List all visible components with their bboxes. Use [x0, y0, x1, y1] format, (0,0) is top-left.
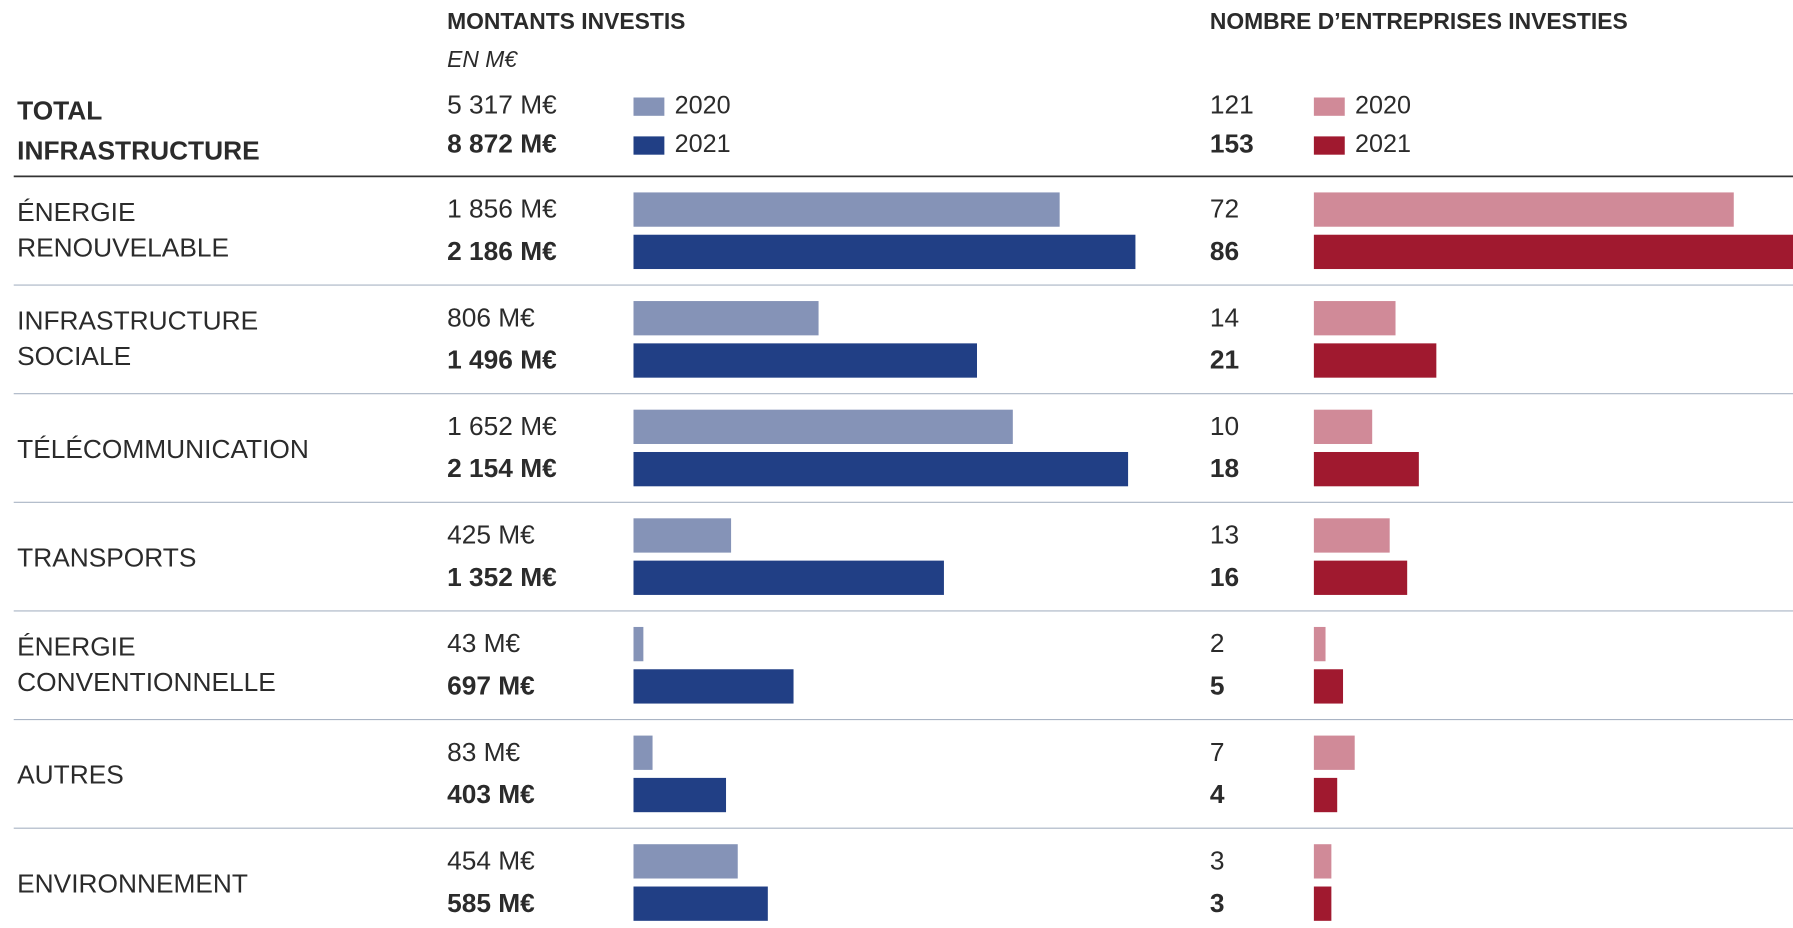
- value-label: 1 352 M€: [447, 562, 557, 592]
- legend-swatch: [1313, 97, 1345, 116]
- value-label: 72: [1210, 194, 1239, 224]
- row-header: TOTAL: [17, 95, 102, 125]
- value-label: 83 M€: [447, 737, 520, 767]
- bar: [633, 777, 727, 813]
- value-label: 4: [1210, 779, 1225, 809]
- value-label: 454 M€: [447, 845, 535, 875]
- value-label: 2 186 M€: [447, 236, 557, 266]
- bar: [1313, 518, 1390, 553]
- bar: [633, 669, 794, 704]
- bar: [633, 886, 768, 921]
- bar: [633, 409, 1013, 444]
- bar: [1313, 735, 1355, 770]
- legend-label: 2020: [1355, 91, 1411, 119]
- bar: [633, 735, 653, 770]
- value-label: 3: [1210, 845, 1225, 875]
- bar: [633, 626, 644, 662]
- category-label: SOCIALE: [17, 341, 131, 371]
- value-label: 10: [1210, 411, 1239, 441]
- value-label: 697 M€: [447, 671, 535, 701]
- value-label: 18: [1210, 453, 1239, 483]
- value-label: 425 M€: [447, 520, 535, 550]
- category-label: AUTRES: [17, 760, 124, 790]
- chart-title: NOMBRE D’ENTREPRISES INVESTIES: [1210, 8, 1628, 34]
- bar: [1313, 301, 1396, 336]
- bar: [1313, 560, 1408, 595]
- category-label: RENOUVELABLE: [17, 233, 229, 263]
- bar: [633, 451, 1129, 487]
- bar: [1313, 886, 1332, 921]
- category-label: ÉNERGIE: [17, 197, 135, 227]
- value-label: 21: [1210, 345, 1239, 375]
- bar: [1313, 409, 1373, 444]
- value-label: 3: [1210, 888, 1225, 918]
- chart-title: MONTANTS INVESTIS: [447, 8, 685, 34]
- row-header: INFRASTRUCTURE: [17, 135, 260, 165]
- total-label: 5 317 M€: [447, 90, 557, 120]
- category-label: ENVIRONNEMENT: [17, 868, 248, 898]
- value-label: 1 652 M€: [447, 411, 557, 441]
- bar: [633, 844, 738, 879]
- value-label: 16: [1210, 562, 1239, 592]
- bar: [633, 234, 1136, 270]
- bar: [1313, 844, 1332, 879]
- value-label: 14: [1210, 302, 1239, 332]
- legend-swatch: [1313, 136, 1345, 155]
- bar: [1313, 451, 1419, 487]
- bar: [1313, 192, 1734, 227]
- value-label: 7: [1210, 737, 1225, 767]
- legend-label: 2020: [675, 91, 731, 119]
- value-label: 2 154 M€: [447, 453, 557, 483]
- bar: [633, 192, 1060, 227]
- total-label: 121: [1210, 90, 1254, 120]
- value-label: 585 M€: [447, 888, 535, 918]
- bar: [633, 301, 819, 336]
- bar: [1313, 777, 1338, 813]
- total-label: 8 872 M€: [447, 128, 557, 158]
- value-label: 403 M€: [447, 779, 535, 809]
- value-label: 806 M€: [447, 302, 535, 332]
- category-label: INFRASTRUCTURE: [17, 306, 258, 336]
- bar: [633, 343, 977, 378]
- category-label: ÉNERGIE: [17, 632, 135, 662]
- bar: [633, 518, 732, 553]
- value-label: 2: [1210, 628, 1225, 658]
- category-label: TRANSPORTS: [17, 542, 196, 572]
- total-label: 153: [1210, 128, 1254, 158]
- value-label: 1 496 M€: [447, 345, 557, 375]
- chart-subtitle: EN M€: [447, 46, 518, 72]
- category-label: CONVENTIONNELLE: [17, 667, 276, 697]
- value-label: 13: [1210, 520, 1239, 550]
- category-label: TÉLÉCOMMUNICATION: [17, 434, 309, 464]
- value-label: 86: [1210, 236, 1239, 266]
- bar: [1313, 343, 1437, 378]
- bar: [1313, 234, 1793, 270]
- bar: [1313, 626, 1326, 662]
- bar: [1313, 669, 1344, 704]
- value-label: 1 856 M€: [447, 194, 557, 224]
- value-label: 43 M€: [447, 628, 520, 658]
- legend-label: 2021: [1355, 130, 1411, 158]
- legend-label: 2021: [675, 130, 731, 158]
- legend-swatch: [633, 136, 665, 155]
- bar: [633, 560, 944, 595]
- legend-swatch: [633, 97, 665, 116]
- value-label: 5: [1210, 671, 1225, 701]
